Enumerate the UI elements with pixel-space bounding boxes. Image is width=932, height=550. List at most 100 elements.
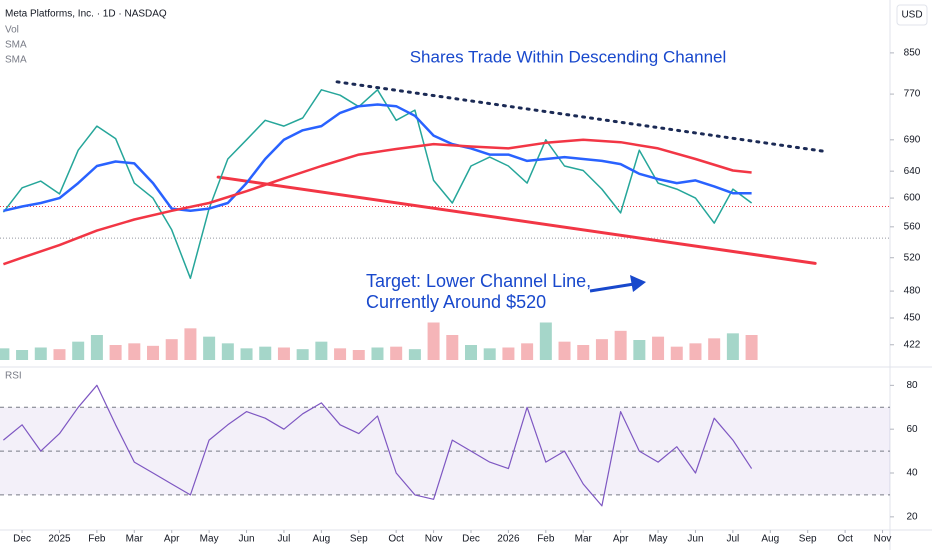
symbol-legend: Meta Platforms, Inc. · 1D · NASDAQ: [5, 9, 167, 20]
x-tick-label: Apr: [164, 534, 180, 545]
volume-bar: [595, 339, 608, 360]
volume-bar: [147, 345, 160, 360]
volume-bar: [334, 348, 347, 360]
volume-bar: [203, 336, 216, 360]
x-tick-label: Oct: [837, 534, 853, 545]
volume-bar: [465, 345, 478, 360]
y-tick-label: 520: [904, 252, 921, 263]
volume-bar: [221, 343, 234, 360]
volume-bar: [0, 348, 10, 360]
volume-bar: [184, 328, 197, 360]
y-tick-label: 560: [904, 221, 921, 232]
x-tick-label: Sep: [799, 534, 817, 545]
volume-bar: [240, 348, 253, 360]
chart-title: Shares Trade Within Descending Channel: [410, 47, 727, 66]
volume-bar: [689, 343, 702, 360]
y-tick-label: 60: [906, 424, 918, 435]
y-tick-label: 770: [904, 89, 921, 100]
x-tick-label: Nov: [425, 534, 443, 545]
x-tick-label: 2026: [497, 534, 520, 545]
y-tick-label: 450: [904, 313, 921, 324]
volume-bar: [521, 343, 534, 360]
volume-bar: [670, 346, 683, 360]
y-tick-label: 422: [904, 339, 921, 350]
volume-bar: [53, 349, 66, 360]
y-tick-label: 850: [904, 48, 921, 59]
x-tick-label: Dec: [13, 534, 31, 545]
arrow: [589, 275, 646, 293]
x-tick-label: May: [649, 534, 668, 545]
volume-bar: [652, 336, 665, 360]
volume-bar: [633, 340, 646, 360]
rsi-band: [0, 407, 890, 495]
plot: 422 450 480 520 560 600 640 690 770 850 20 40 60 80 De…: [0, 48, 921, 545]
y-tick-label: 690: [904, 134, 921, 145]
volume-bar: [726, 333, 739, 360]
sma-legend: SMA: [5, 40, 27, 51]
volume-bar: [277, 347, 290, 360]
x-tick-label: Jun: [238, 534, 254, 545]
volume-bar: [577, 345, 590, 360]
volume-bar: [614, 330, 627, 360]
x-tick-label: May: [200, 534, 219, 545]
volume-bar: [72, 341, 85, 360]
volume-bar: [109, 345, 122, 360]
volume-bar: [165, 339, 178, 360]
volume-bar: [128, 343, 141, 360]
annotation: Target: Lower Channel Line,: [366, 271, 591, 291]
x-tick-label: Dec: [462, 534, 480, 545]
x-tick-label: Aug: [761, 534, 779, 545]
trend-line: [335, 80, 827, 153]
y-tick-label: 40: [906, 468, 918, 479]
x-tick-label: Mar: [126, 534, 144, 545]
arrow-shaft: [589, 282, 635, 293]
y-tick-label: 20: [906, 511, 918, 522]
x-tick-label: Oct: [388, 534, 404, 545]
annotation: Currently Around $520: [366, 292, 546, 312]
volume-bar: [390, 346, 403, 360]
arrow-head: [630, 275, 646, 292]
volume-bar: [427, 322, 440, 360]
x-tick-label: Sep: [350, 534, 368, 545]
trend-line: [216, 175, 817, 265]
x-tick-label: Jul: [726, 534, 739, 545]
sma-legend: SMA: [5, 55, 27, 66]
y-tick-label: 600: [904, 193, 921, 204]
volume-bar: [315, 341, 328, 360]
volume-bar: [708, 338, 721, 360]
y-tick-label: 480: [904, 286, 921, 297]
volume-bar: [16, 350, 29, 360]
volume-bar: [745, 335, 758, 360]
volume-bar: [34, 347, 47, 360]
sma-line: [2, 138, 752, 266]
volume-bar: [90, 335, 103, 360]
x-tick-label: Mar: [575, 534, 593, 545]
x-tick-label: 2025: [48, 534, 71, 545]
x-tick-label: Aug: [312, 534, 330, 545]
x-tick-label: Feb: [537, 534, 555, 545]
x-tick-label: Feb: [88, 534, 106, 545]
volume-bar: [483, 348, 496, 360]
volume-bar: [352, 350, 365, 360]
x-tick-label: Jul: [278, 534, 291, 545]
currency-box[interactable]: [896, 4, 928, 26]
currency: USD: [901, 10, 922, 21]
y-tick-label: 640: [904, 166, 921, 177]
volume-bar: [502, 347, 515, 360]
x-tick-label: Jun: [687, 534, 703, 545]
rsi-legend: RSI: [5, 371, 22, 382]
volume-bar: [558, 341, 571, 360]
volume-bar: [371, 347, 384, 360]
sma-line: [3, 103, 752, 213]
x-tick-label: Apr: [613, 534, 629, 545]
volume-legend: Vol: [5, 25, 19, 36]
x-tick-label: Nov: [874, 534, 892, 545]
volume-bar: [446, 335, 459, 360]
price-line-series: [2, 89, 753, 280]
volume-bar: [296, 349, 309, 360]
volume-bar: [539, 322, 552, 360]
volume-bar: [259, 346, 272, 360]
